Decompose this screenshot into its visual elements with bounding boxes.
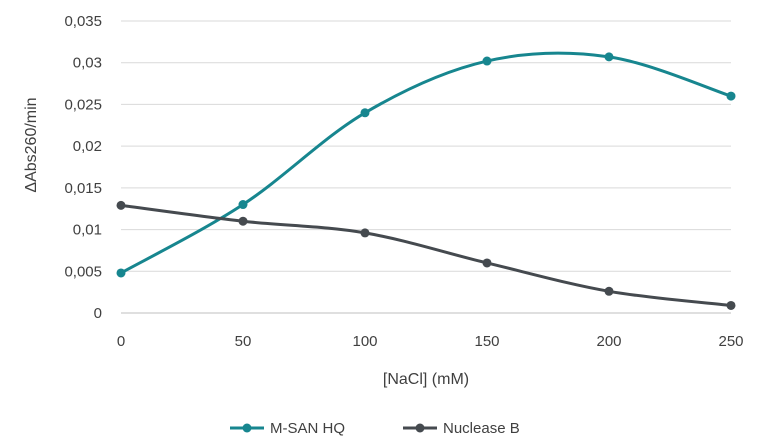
series-nuclease-b: [116, 200, 736, 310]
y-axis-ticks: 0 0,005 0,01 0,015 0,02 0,025 0,03 0,035: [64, 13, 102, 322]
legend-marker-icon: [415, 423, 425, 433]
x-tick-label: 0: [117, 333, 125, 350]
y-tick-label: 0,035: [64, 13, 102, 30]
data-point-m-san-hq: [116, 268, 126, 278]
grid: [121, 20, 731, 314]
data-point-m-san-hq: [726, 91, 736, 101]
data-point-nuclease-b: [360, 228, 370, 238]
data-point-nuclease-b: [116, 200, 126, 210]
y-tick-label: 0,015: [64, 180, 102, 197]
series-line-nuclease-b: [120, 203, 732, 307]
series-layer: [116, 51, 736, 310]
data-point-m-san-hq: [360, 108, 370, 118]
x-axis-title: [NaCl] (mM): [383, 371, 469, 388]
data-point-m-san-hq: [604, 52, 614, 62]
y-tick-label: 0,005: [64, 263, 102, 280]
legend-label: Nuclease B: [443, 420, 520, 437]
legend-label: M-SAN HQ: [270, 420, 345, 437]
data-point-nuclease-b: [604, 286, 614, 296]
data-point-m-san-hq: [238, 200, 248, 210]
x-tick-label: 150: [474, 333, 499, 350]
y-tick-label: 0,01: [73, 222, 102, 239]
legend: M-SAN HQ Nuclease B: [230, 420, 520, 437]
legend-marker-icon: [242, 423, 252, 433]
legend-item-nuclease-b: Nuclease B: [403, 420, 520, 437]
series-line-m-san-hq: [120, 51, 732, 275]
x-tick-label: 200: [596, 333, 621, 350]
data-point-nuclease-b: [726, 300, 736, 310]
y-tick-label: 0,02: [73, 138, 102, 155]
legend-item-m-san-hq: M-SAN HQ: [230, 420, 345, 437]
x-tick-label: 100: [352, 333, 377, 350]
y-tick-label: 0,03: [73, 55, 102, 72]
y-axis-title: ΔAbs260/min: [23, 97, 40, 192]
data-point-nuclease-b: [238, 216, 248, 226]
series-m-san-hq: [116, 51, 736, 278]
x-tick-label: 250: [718, 333, 743, 350]
x-tick-label: 50: [235, 333, 252, 350]
data-point-nuclease-b: [482, 258, 492, 268]
data-point-m-san-hq: [482, 56, 492, 66]
y-tick-label: 0: [94, 305, 102, 322]
x-axis-ticks: 0 50 100 150 200 250: [117, 333, 744, 350]
y-tick-label: 0,025: [64, 96, 102, 113]
